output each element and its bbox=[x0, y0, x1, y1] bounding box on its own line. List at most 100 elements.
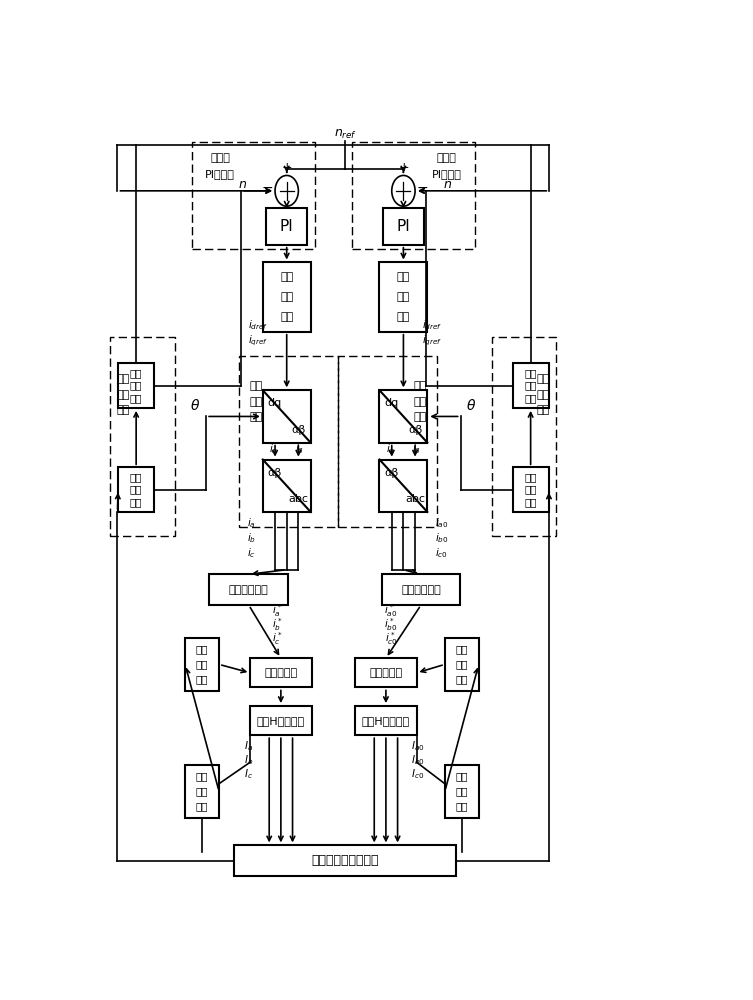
Text: 获取: 获取 bbox=[537, 390, 550, 400]
Text: 单元: 单元 bbox=[397, 312, 410, 322]
Bar bbox=[185, 765, 219, 818]
Text: 速度环: 速度环 bbox=[437, 153, 456, 163]
Text: $i_{dref}$: $i_{dref}$ bbox=[248, 318, 268, 332]
Bar bbox=[338, 356, 437, 527]
Text: dq: dq bbox=[267, 398, 282, 408]
Text: 检测: 检测 bbox=[196, 786, 209, 796]
Text: $I_c$: $I_c$ bbox=[244, 767, 253, 781]
Text: $i_a$: $i_a$ bbox=[247, 516, 256, 530]
Text: αβ: αβ bbox=[384, 468, 398, 478]
Bar bbox=[118, 467, 154, 512]
Text: $i_{a0}$: $i_{a0}$ bbox=[434, 516, 448, 530]
Bar bbox=[185, 638, 219, 691]
Text: 速度: 速度 bbox=[524, 368, 537, 378]
Text: 单元: 单元 bbox=[537, 405, 550, 415]
Text: $i_{qref}$: $i_{qref}$ bbox=[248, 334, 268, 348]
Text: $i_a^*$: $i_a^*$ bbox=[272, 603, 282, 619]
Text: 滞环比较器: 滞环比较器 bbox=[370, 668, 402, 678]
Bar bbox=[192, 142, 315, 249]
Bar bbox=[355, 706, 416, 735]
Text: $i_{c0}$: $i_{c0}$ bbox=[434, 547, 448, 560]
Bar bbox=[355, 658, 416, 687]
Text: PI调节器: PI调节器 bbox=[206, 169, 235, 179]
Text: −: − bbox=[417, 181, 428, 195]
Text: 三相H桥逆变器: 三相H桥逆变器 bbox=[257, 716, 305, 726]
Text: $i_c$: $i_c$ bbox=[247, 547, 256, 560]
Text: αβ: αβ bbox=[408, 425, 422, 435]
Text: 单元: 单元 bbox=[130, 393, 142, 403]
Bar bbox=[513, 467, 549, 512]
Text: 转速: 转速 bbox=[117, 374, 130, 384]
Circle shape bbox=[392, 175, 415, 206]
Circle shape bbox=[275, 175, 298, 206]
Bar bbox=[382, 574, 460, 605]
Text: 三相H桥逆变器: 三相H桥逆变器 bbox=[362, 716, 410, 726]
Bar bbox=[250, 658, 312, 687]
Bar bbox=[445, 765, 479, 818]
Text: $i_{\beta}$: $i_{\beta}$ bbox=[412, 443, 421, 457]
Text: $i_{\alpha}$: $i_{\alpha}$ bbox=[386, 443, 395, 456]
Text: 第二获取单元: 第二获取单元 bbox=[229, 585, 269, 595]
Text: 速度: 速度 bbox=[130, 368, 142, 378]
Text: $I_{b0}$: $I_{b0}$ bbox=[411, 753, 425, 767]
Bar bbox=[209, 574, 288, 605]
Text: $i_{b0}^*$: $i_{b0}^*$ bbox=[384, 616, 398, 633]
Text: 故障: 故障 bbox=[196, 644, 209, 654]
Text: 转速: 转速 bbox=[537, 374, 550, 384]
Text: 检测: 检测 bbox=[130, 485, 142, 495]
Text: 单元: 单元 bbox=[456, 674, 468, 684]
Bar bbox=[513, 363, 549, 408]
Text: 单元: 单元 bbox=[524, 393, 537, 403]
Bar bbox=[380, 390, 428, 443]
Text: 位置: 位置 bbox=[524, 472, 537, 482]
Text: 计算: 计算 bbox=[524, 381, 537, 391]
Bar bbox=[239, 356, 338, 527]
Text: $I_{c0}$: $I_{c0}$ bbox=[411, 767, 425, 781]
Text: $\theta$: $\theta$ bbox=[466, 398, 477, 413]
Text: 单元: 单元 bbox=[456, 801, 468, 811]
Text: 获取: 获取 bbox=[397, 292, 410, 302]
Text: −: − bbox=[261, 181, 273, 195]
Text: 故障: 故障 bbox=[456, 644, 468, 654]
Bar bbox=[263, 390, 311, 443]
Text: $I_a$: $I_a$ bbox=[244, 739, 253, 753]
Text: 单元: 单元 bbox=[250, 412, 263, 422]
Text: 检测: 检测 bbox=[456, 786, 468, 796]
Text: $i_{dref}$: $i_{dref}$ bbox=[422, 318, 443, 332]
Text: 位置: 位置 bbox=[130, 472, 142, 482]
Bar bbox=[250, 706, 312, 735]
Bar bbox=[263, 262, 311, 332]
Text: 单元: 单元 bbox=[130, 497, 142, 507]
Text: $i_{\beta}$: $i_{\beta}$ bbox=[295, 443, 304, 457]
Text: 单元: 单元 bbox=[196, 674, 209, 684]
Text: 双绕组永磁容错电机: 双绕组永磁容错电机 bbox=[311, 854, 379, 867]
Bar bbox=[234, 845, 456, 876]
Text: abc: abc bbox=[405, 494, 425, 504]
Text: $i_{qref}$: $i_{qref}$ bbox=[422, 334, 443, 348]
Bar bbox=[352, 142, 474, 249]
Text: $n$: $n$ bbox=[239, 178, 248, 191]
Text: 单元: 单元 bbox=[280, 312, 294, 322]
Text: $I_b$: $I_b$ bbox=[244, 753, 254, 767]
Text: 滞环比较器: 滞环比较器 bbox=[264, 668, 297, 678]
Text: 判断: 判断 bbox=[456, 659, 468, 669]
Text: $i_{a0}^*$: $i_{a0}^*$ bbox=[384, 603, 398, 619]
Text: dq: dq bbox=[384, 398, 398, 408]
Bar bbox=[383, 208, 424, 245]
Text: 第一: 第一 bbox=[413, 381, 426, 391]
Text: $i_{\alpha}$: $i_{\alpha}$ bbox=[269, 443, 279, 456]
Text: 电流: 电流 bbox=[456, 771, 468, 781]
Text: 检测: 检测 bbox=[524, 485, 537, 495]
Text: $n$: $n$ bbox=[443, 178, 452, 191]
Text: 单元: 单元 bbox=[196, 801, 209, 811]
Text: 获取: 获取 bbox=[117, 390, 130, 400]
Text: $i_{c0}^*$: $i_{c0}^*$ bbox=[385, 630, 398, 647]
Bar bbox=[111, 337, 175, 536]
Text: 变换: 变换 bbox=[250, 397, 263, 407]
Text: 判断: 判断 bbox=[196, 659, 209, 669]
Text: $n_{ref}$: $n_{ref}$ bbox=[334, 128, 357, 141]
Text: $i_c^*$: $i_c^*$ bbox=[272, 630, 282, 647]
Text: 第一: 第一 bbox=[397, 272, 410, 282]
Bar bbox=[118, 363, 154, 408]
Text: +: + bbox=[398, 161, 410, 174]
